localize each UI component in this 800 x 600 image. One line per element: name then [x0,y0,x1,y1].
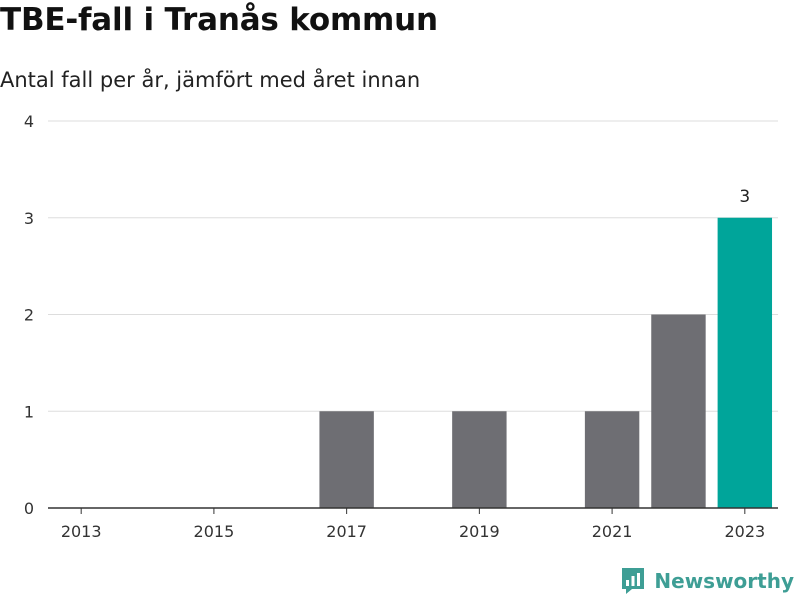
data-labels: 3 [739,187,750,207]
bars [319,217,773,508]
x-axis-ticks: 2013 2015 2017 2019 2021 2023 [61,508,765,541]
bar-2023 [717,217,773,508]
y-tick-label: 3 [24,209,34,228]
x-tick-label: 2015 [194,522,235,541]
brand-logo: Newsworthy [620,566,794,596]
x-tick-label: 2013 [61,522,102,541]
newsworthy-logo-icon [622,568,645,594]
chart-title: TBE-fall i Tranås kommun [0,2,438,38]
y-tick-label: 1 [24,402,34,421]
x-tick-label: 2017 [326,522,367,541]
bar-2022 [651,314,706,508]
chart-subtitle: Antal fall per år, jämfört med året inna… [0,68,421,92]
data-label-2023: 3 [739,187,750,207]
x-tick-label: 2019 [459,522,500,541]
y-tick-label: 4 [24,112,34,131]
x-tick-label: 2023 [724,522,765,541]
y-axis-ticks: 0 1 2 3 4 [24,112,34,518]
y-tick-label: 0 [24,499,34,518]
x-tick-label: 2021 [592,522,633,541]
y-tick-label: 2 [24,306,34,325]
brand-name: Newsworthy [654,569,794,593]
bar-2017 [319,411,374,508]
bar-chart: 0 1 2 3 4 2013 2015 2017 2019 2021 2023 3 [24,112,778,541]
bar-2021 [584,411,640,508]
bar-2019 [452,411,507,508]
